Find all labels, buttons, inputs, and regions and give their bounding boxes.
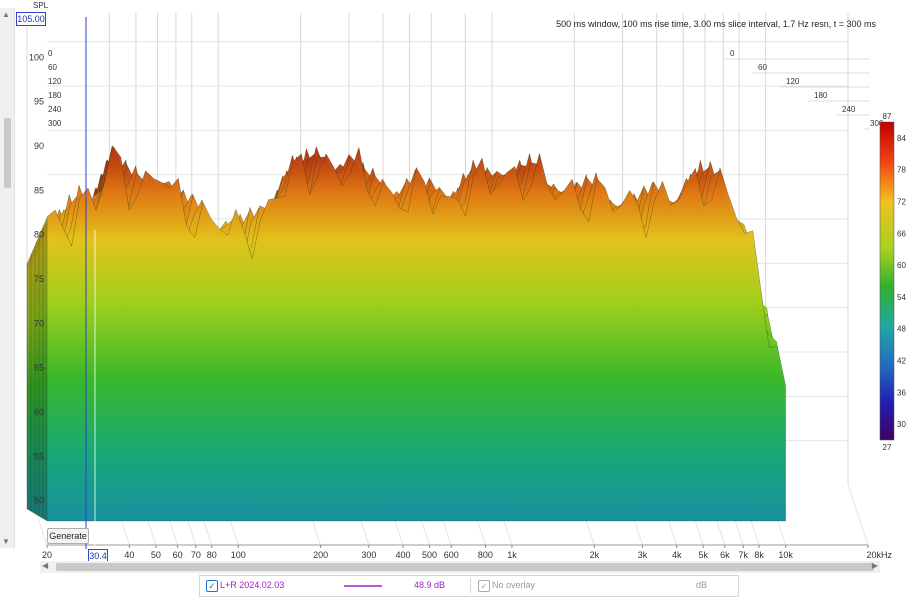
x-tick-label: 7k	[738, 550, 748, 560]
waterfall-surface	[26, 145, 786, 522]
color-scale-tick: 66	[897, 229, 906, 238]
y-tick-label: 50	[34, 496, 44, 506]
trace-line-swatch	[344, 585, 382, 587]
trace-value: 48.9 dB	[414, 580, 446, 590]
x-tick-label: 5k	[698, 550, 708, 560]
generate-button[interactable]: Generate	[47, 528, 89, 544]
color-scale-tick: 30	[897, 420, 906, 429]
legend-bar: ✓ L+R 2024.02.03 48.9 dB ✓ No overlay dB	[199, 575, 739, 597]
y-tick-label: 80	[34, 230, 44, 240]
x-tick-label: 10k	[778, 550, 793, 560]
color-scale-max: 87	[883, 112, 892, 121]
color-scale-tick: 72	[897, 198, 906, 207]
time-tick-label: 120	[786, 77, 800, 86]
y-tick-label: 95	[34, 97, 44, 107]
overlay-unit: dB	[696, 580, 708, 590]
x-tick-label: 40	[124, 550, 134, 560]
time-tick-label: 120	[48, 77, 62, 86]
color-scale-tick: 60	[897, 261, 906, 270]
x-tick-label: 70	[191, 550, 201, 560]
x-tick-label: 20	[42, 550, 52, 560]
time-tick-label: 300	[48, 119, 62, 128]
spl-axis-label: SPL	[33, 1, 49, 10]
color-scale-min: 27	[883, 443, 892, 452]
scroll-down-icon[interactable]: ▼	[2, 537, 10, 546]
time-tick-label: 180	[48, 91, 62, 100]
time-tick-label: 300	[870, 119, 884, 128]
y-tick-label: 85	[34, 185, 44, 195]
color-scale-tick: 78	[897, 166, 906, 175]
time-tick-label: 240	[48, 105, 62, 114]
x-tick-label: 500	[422, 550, 437, 560]
y-tick-label: 65	[34, 363, 44, 373]
color-scale-tick: 84	[897, 134, 906, 143]
y-tick-label: 90	[34, 141, 44, 151]
x-tick-label: 6k	[720, 550, 730, 560]
x-tick-label: 20kHz	[866, 550, 892, 560]
y-tick-label: 75	[34, 274, 44, 284]
horizontal-scrollbar[interactable]: ◀ ▶	[40, 561, 880, 573]
y-tick-label: 70	[34, 318, 44, 328]
spl-cursor-readout[interactable]: 105.00	[16, 12, 46, 26]
x-tick-label: 80	[207, 550, 217, 560]
color-scale-bar: 87 27 30 36 42 48 54 60 66 72 78 84	[879, 112, 906, 452]
cursor-layer	[85, 17, 96, 549]
vertical-scroll-thumb[interactable]	[4, 118, 11, 188]
x-tick-label: 60	[173, 550, 183, 560]
window-info-text: 500 ms window, 100 ms rise time, 3.00 ms…	[556, 19, 876, 29]
depth-grid-line	[847, 484, 869, 546]
time-tick-label: 60	[48, 63, 57, 72]
y-tick-label: 100	[29, 52, 44, 62]
time-tick-label: 0	[730, 49, 735, 58]
horizontal-scroll-thumb[interactable]	[56, 563, 874, 571]
time-tick-label: 0	[48, 49, 53, 58]
scroll-right-icon[interactable]: ▶	[871, 561, 878, 570]
x-tick-label: 2k	[590, 550, 600, 560]
color-scale-tick: 48	[897, 325, 906, 334]
color-scale-gradient	[879, 121, 895, 441]
scroll-left-icon[interactable]: ◀	[42, 561, 49, 570]
time-tick-label: 240	[842, 105, 856, 114]
x-tick-label: 800	[478, 550, 493, 560]
trace-label: L+R 2024.02.03	[220, 580, 285, 590]
vertical-scrollbar[interactable]: ▲ ▼	[0, 8, 15, 548]
overlay-checkbox[interactable]: ✓	[478, 580, 490, 592]
color-scale-tick: 36	[897, 388, 906, 397]
overlay-label: No overlay	[492, 580, 536, 590]
x-tick-label: 600	[444, 550, 459, 560]
y-tick-label: 55	[34, 451, 44, 461]
time-tick-label: 180	[814, 91, 828, 100]
scroll-up-icon[interactable]: ▲	[2, 10, 10, 19]
x-tick-label: 1k	[507, 550, 517, 560]
x-tick-label: 4k	[672, 550, 682, 560]
x-tick-label: 300	[361, 550, 376, 560]
x-tick-label: 50	[151, 550, 161, 560]
waterfall-slice	[46, 145, 786, 522]
color-scale-tick: 54	[897, 293, 906, 302]
color-scale-tick: 42	[897, 357, 906, 366]
x-tick-label: 400	[396, 550, 411, 560]
x-tick-label: 100	[231, 550, 246, 560]
trace-checkbox[interactable]: ✓	[206, 580, 218, 592]
x-tick-label: 200	[313, 550, 328, 560]
y-tick-label: 60	[34, 407, 44, 417]
x-tick-label: 3k	[638, 550, 648, 560]
front-axis: 50 55 60 65 70 75 80 85 90 95 100 20 40 50 60 70 80 100 20…	[29, 52, 893, 560]
x-tick-label: 8k	[754, 550, 764, 560]
time-tick-label: 60	[758, 63, 767, 72]
